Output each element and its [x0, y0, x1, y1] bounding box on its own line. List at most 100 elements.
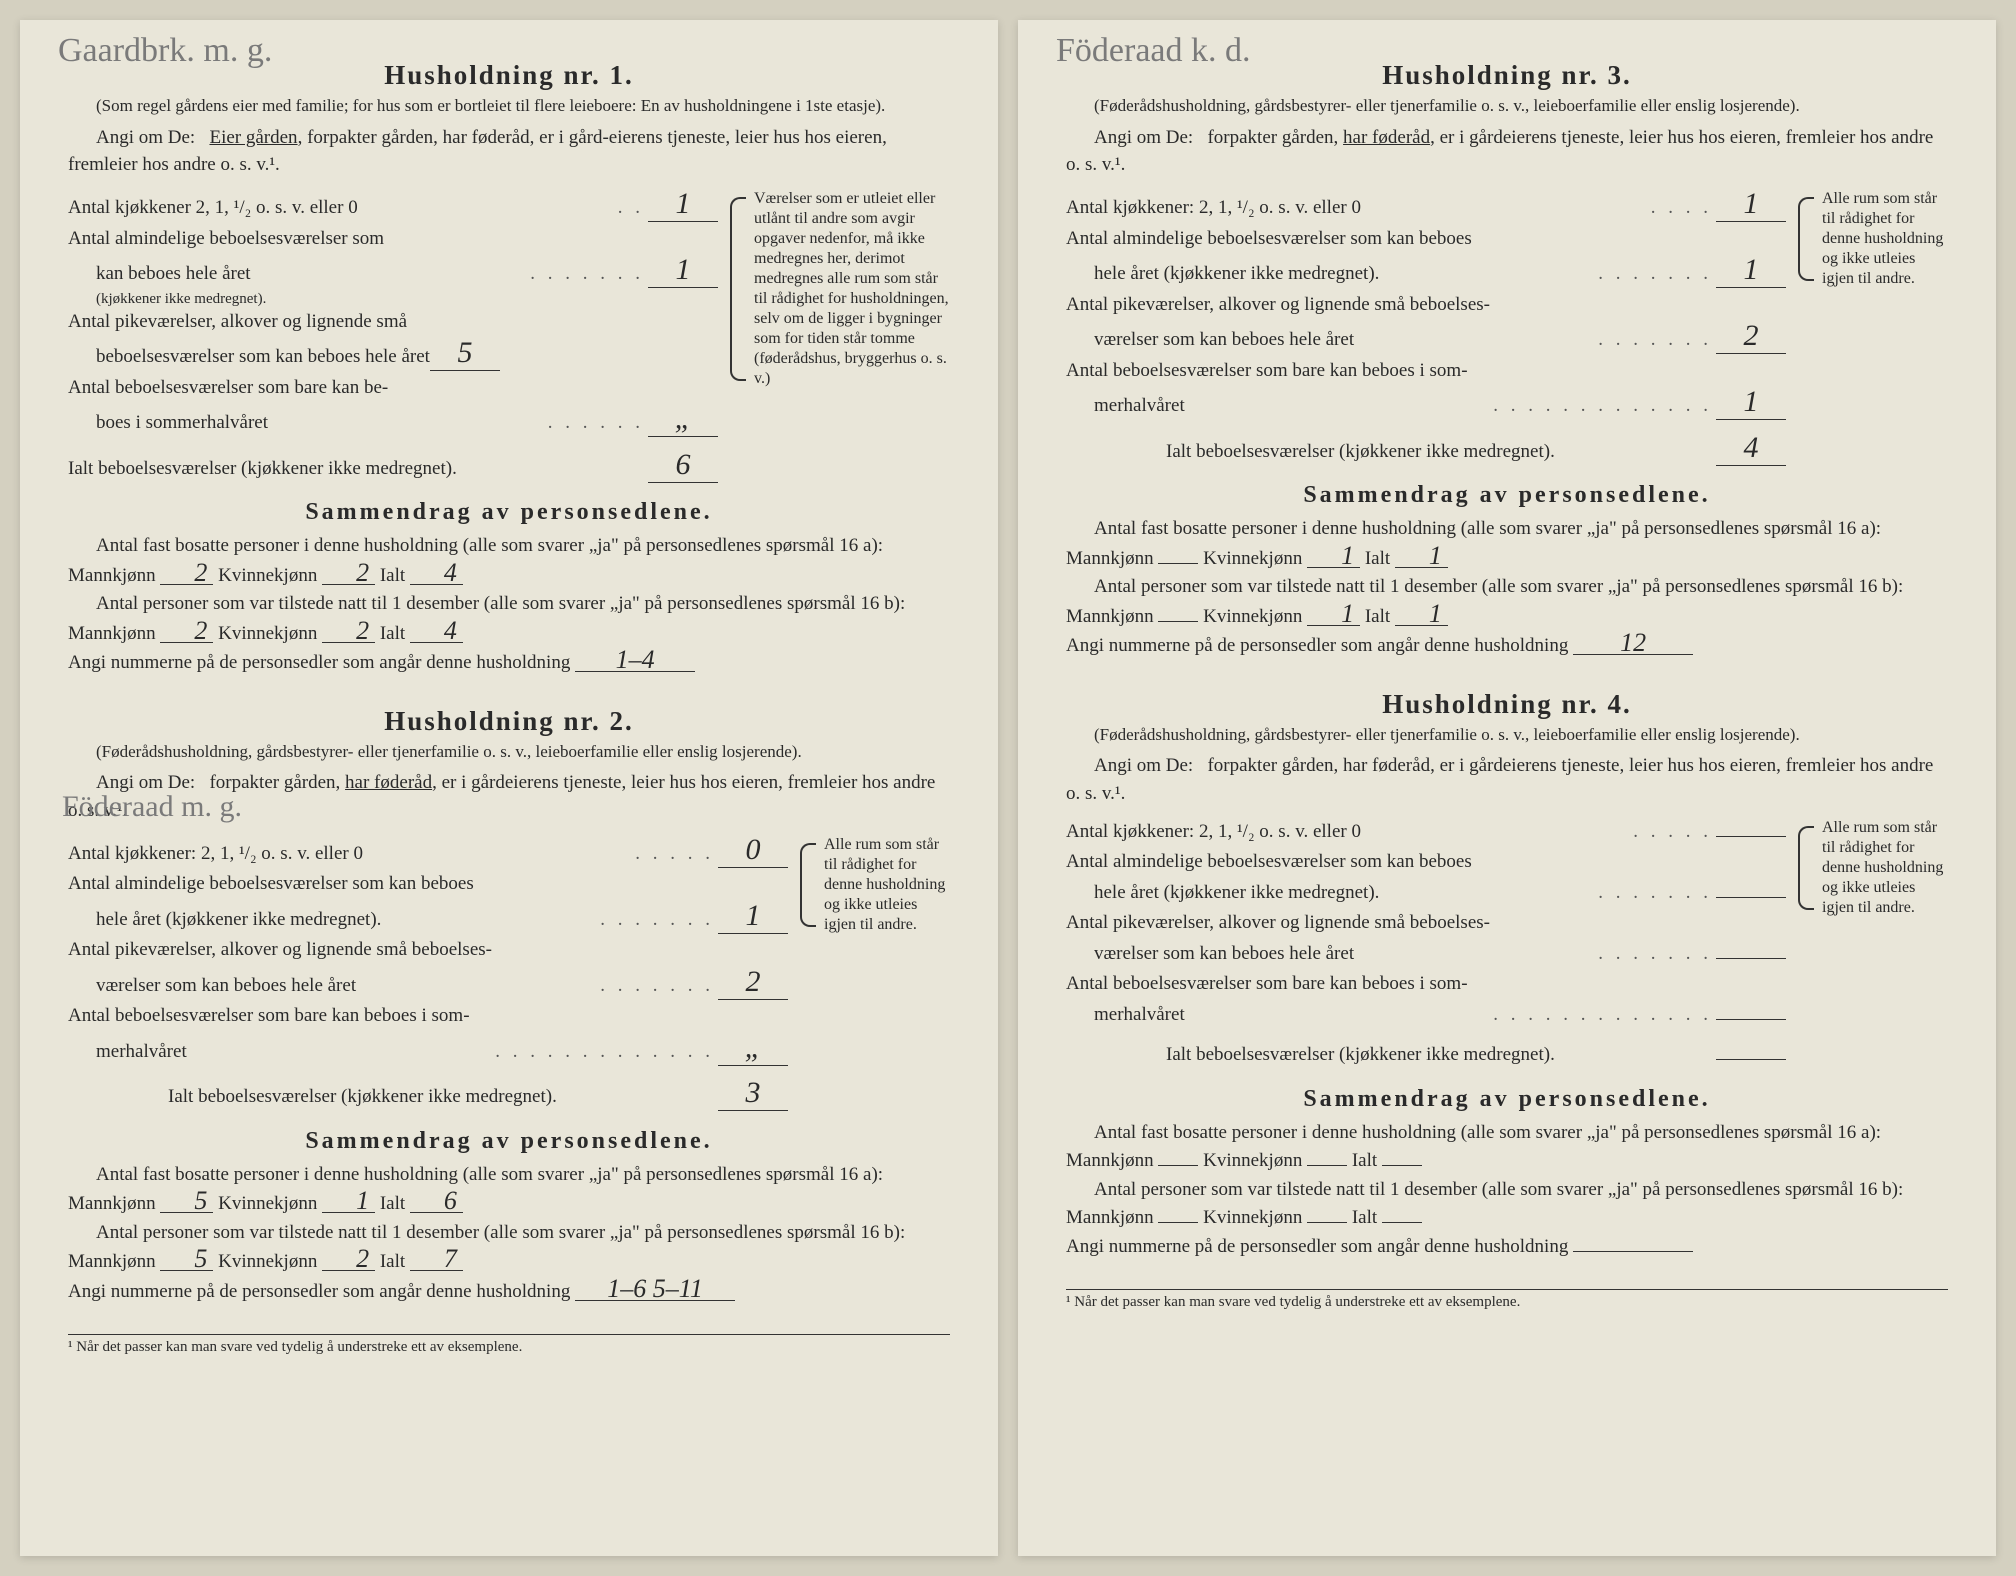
val-alcove: 2 [718, 967, 788, 1000]
label-rooms-b: hele året (kjøkkener ikke medregnet). [1066, 260, 1379, 289]
summary-a: Antal fast bosatte personer i denne hush… [1066, 1119, 1948, 1176]
fill-m-a: 5 [160, 1189, 213, 1213]
form-main: Antal kjøkkener 2, 1, ¹/₂ o. s. v. eller… [68, 189, 718, 485]
kv-label: Kvinnekjønn [1203, 1207, 1302, 1228]
val-alcove: 5 [430, 338, 500, 371]
ialt-label: Ialt [380, 565, 405, 586]
summary-nums: Angi nummerne på de personsedler som ang… [68, 1277, 950, 1307]
label-alcove-b: værelser som kan beboes hele året [1066, 326, 1354, 355]
label-kitchen: Antal kjøkkener 2, 1, ¹/₂ o. s. v. eller… [68, 194, 358, 223]
summary-b: Antal personer som var tilstede natt til… [68, 1219, 950, 1277]
label-total: Ialt beboelsesværelser (kjøkkener ikke m… [68, 455, 457, 484]
pencil-note-3: Föderaad k. d. [1056, 32, 1251, 70]
fill-i-a [1382, 1165, 1422, 1166]
val-kitchen: 1 [1716, 189, 1786, 222]
fill-m-b: 5 [160, 1247, 213, 1271]
val-summer [1716, 1017, 1786, 1020]
dots: . . . . . . . [1379, 260, 1716, 289]
label-total: Ialt beboelsesværelser (kjøkkener ikke m… [1066, 1041, 1555, 1070]
fill-i-a: 4 [410, 561, 463, 585]
val-kitchen: 0 [718, 835, 788, 868]
dots: . . [358, 194, 648, 223]
fill-k-a: 1 [322, 1189, 375, 1213]
val-total [1716, 1057, 1786, 1060]
dots: . . . . . [1361, 818, 1716, 847]
rooms-note: (kjøkkener ikke medregnet). [68, 291, 718, 308]
fill-k-a [1307, 1165, 1347, 1166]
dots: . . . . . . [268, 409, 648, 438]
sum-b-label: Antal personer som var tilstede natt til… [1066, 576, 1903, 627]
angi-eier: Eier gården [209, 127, 297, 148]
val-total: 3 [718, 1078, 788, 1111]
household-3: Husholdning nr. 3. (Føderådshusholdning,… [1066, 60, 1948, 661]
kv-label: Kvinnekjønn [1203, 548, 1302, 569]
label-rooms-a: Antal almindelige beboelsesværelser som … [1066, 848, 1472, 877]
ialt-label: Ialt [1352, 1207, 1377, 1228]
label-rooms-a: Antal almindelige beboelsesværelser som [68, 225, 384, 254]
ialt-label: Ialt [380, 1193, 405, 1214]
ang-label: Angi nummerne på de personsedler som ang… [1066, 1236, 1568, 1257]
label-kitchen: Antal kjøkkener: 2, 1, ¹/₂ o. s. v. elle… [1066, 194, 1361, 223]
pencil-note-1: Gaardbrk. m. g. [58, 32, 272, 70]
summary-b: Antal personer som var tilstede natt til… [1066, 1176, 1948, 1233]
label-alcove-a: Antal pikeværelser, alkover og lignende … [1066, 291, 1490, 320]
label-rooms-b: kan beboes hele året [68, 260, 251, 289]
label-rooms-b: hele året (kjøkkener ikke medregnet). [68, 906, 381, 935]
summary-nums: Angi nummerne på de personsedler som ang… [1066, 1233, 1948, 1262]
dots: . . . . . [363, 840, 718, 869]
fill-m-b [1158, 621, 1198, 622]
label-summer-a: Antal beboelsesværelser som bare kan beb… [68, 1002, 470, 1031]
val-rooms: 1 [1716, 255, 1786, 288]
fill-i-a: 6 [410, 1189, 463, 1213]
subtitle: (Føderådshusholdning, gårdsbestyrer- ell… [1066, 95, 1948, 118]
dots: . . . . . . . [1379, 879, 1716, 908]
angi-foderaad: har føderåd [345, 772, 432, 793]
label-rooms-b: hele året (kjøkkener ikke medregnet). [1066, 879, 1379, 908]
fill-m-b: 2 [160, 619, 213, 643]
ialt-label: Ialt [1352, 1150, 1377, 1171]
label-kitchen: Antal kjøkkener: 2, 1, ¹/₂ o. s. v. elle… [68, 840, 363, 869]
val-rooms [1716, 895, 1786, 898]
label-alcove-a: Antal pikeværelser, alkover og lignende … [1066, 909, 1490, 938]
label-summer-a: Antal beboelsesværelser som bare kan beb… [1066, 357, 1468, 386]
angi-prefix: Angi om De: [1094, 127, 1193, 148]
summary-b: Antal personer som var tilstede natt til… [1066, 573, 1948, 631]
label-summer-a: Antal beboelsesværelser som bare kan be- [68, 374, 388, 403]
label-summer-b: merhalvåret [1066, 1001, 1185, 1030]
val-rooms: 1 [648, 255, 718, 288]
summary-title: Sammendrag av personsedlene. [1066, 1086, 1948, 1113]
sum-a-label: Antal fast bosatte personer i denne hush… [1066, 518, 1881, 569]
pencil-note-2: Föderaad m. g. [62, 790, 242, 824]
kv-label: Kvinnekjønn [218, 1193, 317, 1214]
fill-k-b: 2 [322, 619, 375, 643]
right-page: Föderaad k. d. Husholdning nr. 3. (Føder… [1018, 20, 1996, 1556]
dots: . . . . . . . [1354, 326, 1716, 355]
brace-note: Alle rum som står til rådighet for denne… [1798, 189, 1948, 289]
kv-label: Kvinnekjønn [218, 623, 317, 644]
label-summer-b: merhalvåret [1066, 392, 1185, 421]
label-rooms-a: Antal almindelige beboelsesværelser som … [68, 870, 474, 899]
form-block: Antal kjøkkener: 2, 1, ¹/₂ o. s. v. elle… [68, 835, 950, 1114]
fill-nums: 1–4 [575, 648, 695, 672]
label-alcove-b: værelser som kan beboes hele året [1066, 940, 1354, 969]
angi-line: Angi om De: forpakter gården, har føderå… [1066, 124, 1948, 179]
val-alcove: 2 [1716, 321, 1786, 354]
angi-plain: forpakter gården, har føderåd, er i gård… [1066, 755, 1933, 804]
subtitle: (Som regel gårdens eier med familie; for… [68, 95, 950, 118]
ang-label: Angi nummerne på de personsedler som ang… [68, 1281, 570, 1302]
val-summer: 1 [1716, 387, 1786, 420]
fill-nums: 1–6 5–11 [575, 1277, 735, 1301]
fill-nums: 12 [1573, 631, 1693, 655]
ang-label: Angi nummerne på de personsedler som ang… [1066, 635, 1568, 656]
angi-foderaad: har føderåd [1343, 127, 1430, 148]
label-alcove-a: Antal pikeværelser, alkover og lignende … [68, 308, 407, 337]
label-total: Ialt beboelsesværelser (kjøkkener ikke m… [1066, 438, 1555, 467]
summary-title: Sammendrag av personsedlene. [1066, 482, 1948, 509]
angi-rest-b: , er i gårdeierens tjeneste, leier hus h… [1066, 127, 1933, 176]
dots: . . . . . . . . . . . . . [1185, 392, 1716, 421]
summary-nums: Angi nummerne på de personsedler som ang… [68, 648, 950, 678]
kv-label: Kvinnekjønn [218, 565, 317, 586]
form-main: Antal kjøkkener: 2, 1, ¹/₂ o. s. v. elle… [1066, 818, 1786, 1072]
angi-line: Angi om De: forpakter gården, har føderå… [1066, 752, 1948, 807]
title: Husholdning nr. 2. [68, 706, 950, 737]
